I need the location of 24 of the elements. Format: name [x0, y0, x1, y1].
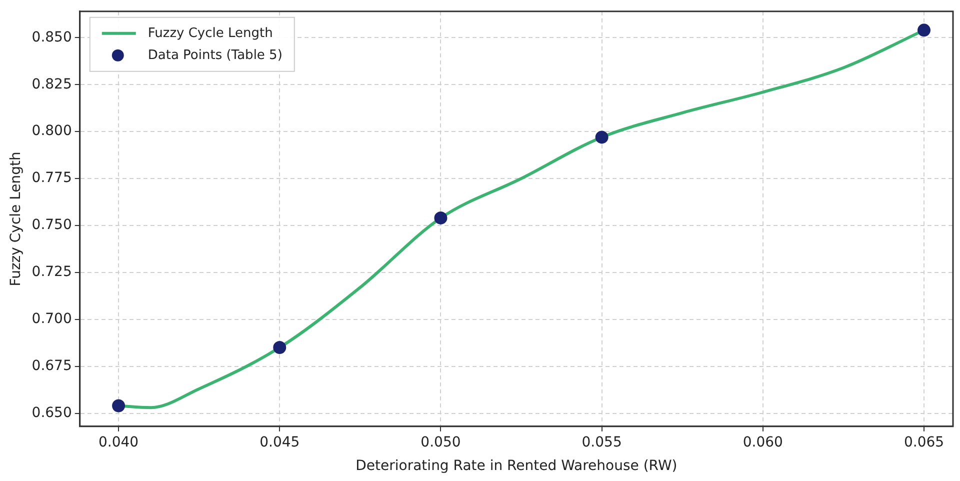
x-tick-label: 0.060	[742, 434, 783, 450]
y-tick-label: 0.750	[32, 217, 72, 234]
x-axis-title: Deteriorating Rate in Rented Warehouse (RW)	[356, 458, 678, 474]
point	[273, 341, 286, 354]
point	[434, 211, 448, 224]
y-tick-label: 0.850	[32, 29, 72, 46]
point	[595, 130, 608, 144]
y-tick-label: 0.700	[32, 311, 72, 328]
y-axis-title: Fuzzy Cycle Length	[8, 152, 24, 286]
y-tick-label: 0.675	[32, 358, 72, 374]
y-tick-label: 0.775	[32, 170, 72, 186]
x-tick-label: 0.055	[582, 434, 622, 450]
y-tick-label: 0.650	[32, 404, 72, 421]
x-tick-label: 0.065	[904, 434, 944, 450]
legend-label: Fuzzy Cycle Length	[148, 26, 273, 41]
x-tick-label: 0.040	[98, 434, 139, 450]
point	[112, 399, 126, 412]
legend-label: Data Points (Table 5)	[148, 48, 282, 63]
x-tick-label: 0.050	[420, 434, 461, 450]
y-tick-label: 0.825	[32, 76, 72, 92]
y-tick-label: 0.725	[32, 264, 72, 280]
x-tick-label: 0.045	[260, 434, 300, 450]
point	[918, 24, 931, 37]
y-tick-label: 0.800	[32, 123, 72, 140]
